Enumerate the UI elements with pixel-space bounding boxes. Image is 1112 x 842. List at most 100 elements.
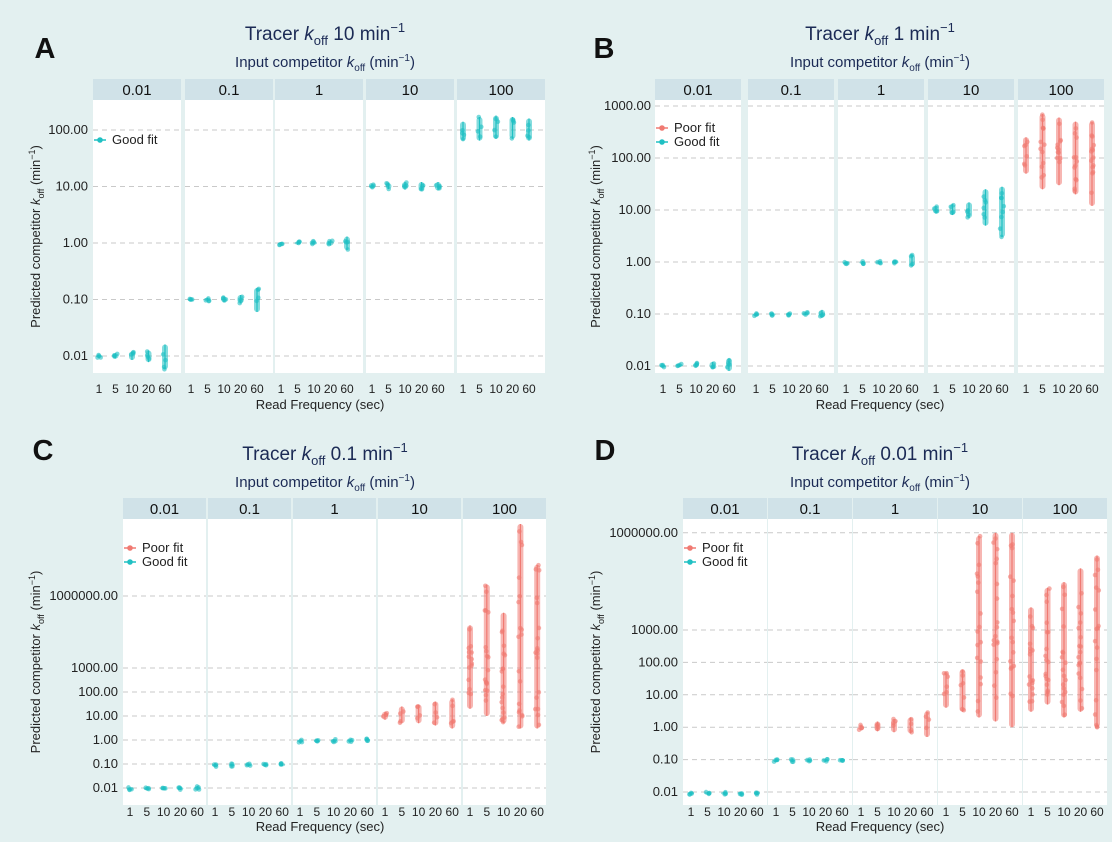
facet-strip bbox=[928, 79, 1014, 100]
data-point-cluster bbox=[237, 294, 245, 306]
data-point bbox=[516, 701, 522, 707]
data-point bbox=[995, 620, 1000, 625]
facet-strip bbox=[655, 79, 741, 100]
data-point bbox=[526, 134, 532, 140]
x-tick-label: 1 bbox=[382, 805, 389, 819]
data-point-cluster bbox=[211, 762, 219, 769]
y-tick-label: 0.10 bbox=[653, 752, 678, 767]
data-point bbox=[1057, 138, 1063, 144]
data-point bbox=[516, 599, 521, 605]
legend-label: Good fit bbox=[674, 134, 720, 149]
x-tick-label: 10 bbox=[802, 805, 816, 819]
facet-strip-label: 100 bbox=[1048, 82, 1073, 99]
data-point-cluster bbox=[923, 710, 932, 737]
y-tick-label: 1000000.00 bbox=[609, 525, 678, 540]
data-point bbox=[1062, 592, 1067, 598]
data-point bbox=[975, 642, 980, 648]
x-tick-label: 20 bbox=[819, 805, 833, 819]
data-point bbox=[247, 761, 252, 767]
data-point bbox=[535, 712, 541, 718]
facet-plot-area bbox=[93, 100, 181, 373]
data-point bbox=[1055, 149, 1061, 155]
data-point bbox=[419, 183, 425, 189]
data-point bbox=[345, 247, 351, 252]
x-tick-label: 5 bbox=[949, 382, 956, 396]
data-point bbox=[500, 628, 505, 634]
data-point bbox=[501, 710, 506, 715]
panel-label: B bbox=[594, 33, 615, 65]
facet-strip bbox=[748, 79, 834, 100]
data-point bbox=[163, 357, 168, 363]
data-point bbox=[1093, 697, 1099, 703]
data-point-cluster bbox=[693, 360, 700, 369]
data-point bbox=[371, 182, 376, 188]
data-point-cluster bbox=[1071, 121, 1080, 195]
data-point bbox=[1063, 660, 1068, 665]
data-point bbox=[1076, 604, 1081, 610]
data-point bbox=[511, 120, 517, 125]
data-point bbox=[469, 650, 474, 655]
y-tick-label: 1000000.00 bbox=[49, 588, 118, 603]
data-point bbox=[333, 738, 338, 744]
data-point bbox=[801, 311, 807, 316]
x-tick-label: 20 bbox=[989, 805, 1003, 819]
x-tick-label: 60 bbox=[431, 382, 445, 396]
data-point bbox=[161, 364, 167, 370]
data-point bbox=[519, 627, 524, 632]
facet-title: Input competitor koff (min−1) bbox=[790, 473, 970, 494]
data-point bbox=[981, 194, 987, 199]
data-point bbox=[804, 309, 810, 315]
data-point bbox=[1089, 120, 1095, 125]
data-point bbox=[1044, 682, 1050, 688]
data-point bbox=[1044, 620, 1050, 626]
series-poor-fit bbox=[856, 532, 1102, 737]
panel-d: D Tracer koff 0.01 min−1 Input competitor … bbox=[587, 435, 1107, 834]
data-point-cluster bbox=[859, 259, 866, 267]
y-axis-label: Predicted competitor koff (min−1) bbox=[27, 571, 46, 754]
data-point-cluster bbox=[891, 716, 898, 733]
x-tick-label: 10 bbox=[872, 382, 886, 396]
x-axis-label: Read Frequency (sec) bbox=[256, 819, 385, 834]
data-point-cluster bbox=[721, 789, 729, 797]
y-tick-label: 100.00 bbox=[638, 654, 678, 669]
data-point-cluster bbox=[220, 295, 229, 303]
data-point bbox=[533, 706, 538, 712]
facet-1: 11 5 10 20 60 bbox=[853, 498, 937, 819]
data-point bbox=[466, 654, 472, 660]
data-point-cluster bbox=[380, 710, 390, 720]
data-point-cluster bbox=[397, 706, 406, 726]
x-tick-label: 5 bbox=[313, 805, 320, 819]
x-tick-label: 1 bbox=[96, 382, 103, 396]
panel-label: A bbox=[35, 33, 56, 65]
x-tick-label: 10 bbox=[1057, 805, 1071, 819]
data-point bbox=[534, 595, 540, 601]
data-point-cluster bbox=[278, 761, 286, 767]
data-point bbox=[517, 679, 523, 684]
data-point-cluster bbox=[111, 351, 120, 359]
facet-strip-label: 0.1 bbox=[239, 501, 260, 518]
y-tick-label: 1.00 bbox=[626, 254, 651, 269]
data-point bbox=[961, 695, 967, 700]
data-point bbox=[1074, 159, 1080, 164]
data-point bbox=[923, 714, 929, 719]
data-point bbox=[1061, 703, 1067, 709]
data-point bbox=[160, 352, 166, 357]
x-tick-label: 60 bbox=[835, 805, 849, 819]
data-point-cluster bbox=[509, 116, 517, 141]
data-point bbox=[908, 716, 914, 722]
data-point-cluster bbox=[724, 357, 732, 372]
data-point bbox=[433, 710, 438, 715]
x-tick-label: 1 bbox=[212, 805, 219, 819]
panel-title: Tracer koff 0.1 min−1 bbox=[242, 440, 408, 468]
data-point bbox=[526, 128, 531, 133]
x-tick-label: 1 bbox=[843, 382, 850, 396]
x-tick-label: 60 bbox=[250, 382, 264, 396]
data-point bbox=[1094, 656, 1099, 662]
facet-strip bbox=[366, 79, 454, 100]
data-point bbox=[1072, 188, 1078, 194]
data-point bbox=[415, 704, 420, 710]
data-point-cluster bbox=[95, 352, 103, 360]
data-point-cluster bbox=[737, 791, 745, 797]
data-point bbox=[450, 697, 455, 703]
